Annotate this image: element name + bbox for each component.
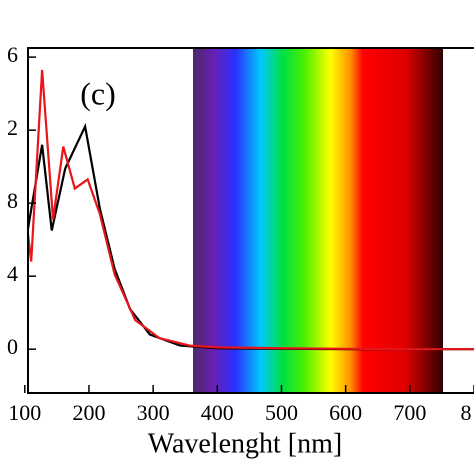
x-tick-label: 500 [265, 400, 298, 425]
y-tick-label: 2 [7, 115, 18, 140]
annotation: (c) [80, 75, 116, 111]
x-tick-label: 200 [72, 400, 105, 425]
spectrum-band [193, 48, 443, 393]
y-tick-label: 6 [7, 42, 18, 67]
plot-frame [27, 47, 474, 394]
x-tick-label: 300 [137, 400, 170, 425]
y-tick-label: 8 [7, 188, 18, 213]
x-axis-label: Wavelenght [nm] [148, 428, 342, 459]
x-tick-label: 700 [393, 400, 426, 425]
x-tick-label: 8 [461, 400, 472, 425]
x-tick-label: 600 [329, 400, 362, 425]
line-series [26, 69, 474, 351]
y-tick-label: 4 [7, 261, 18, 286]
y-tick-label: 0 [7, 334, 18, 359]
x-tick-label: 100 [8, 400, 41, 425]
x-tick-label: 400 [201, 400, 234, 425]
